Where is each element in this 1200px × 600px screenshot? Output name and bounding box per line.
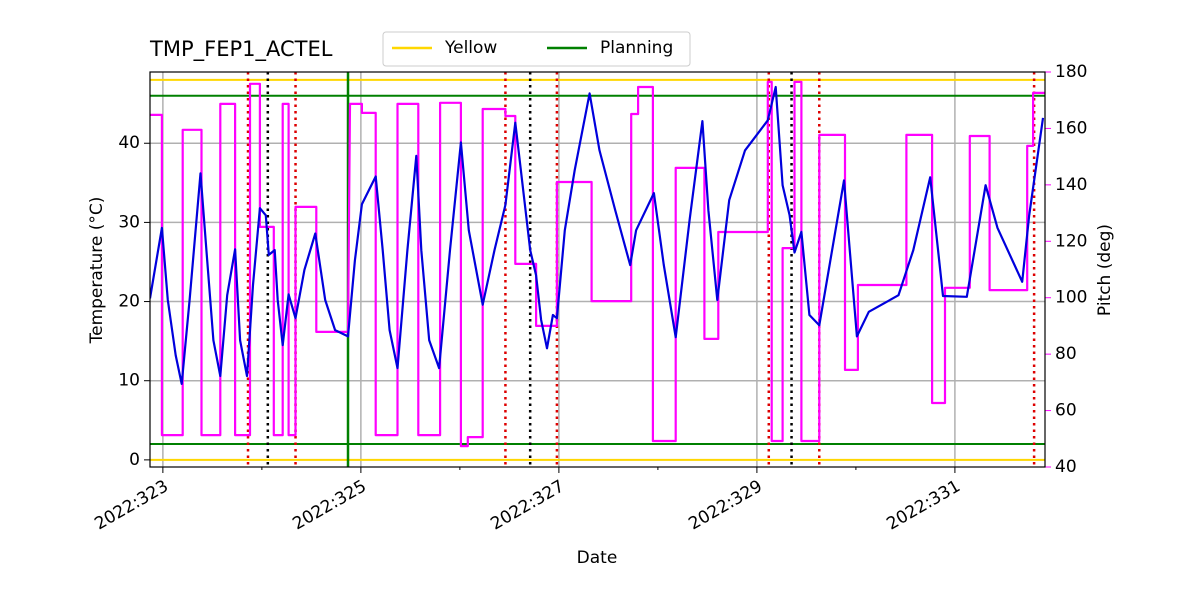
- y2-tick-label: 100: [1055, 288, 1087, 308]
- y-tick-label: 30: [118, 212, 140, 232]
- chart-title: TMP_FEP1_ACTEL: [149, 37, 333, 62]
- y2-tick-label: 160: [1055, 118, 1087, 138]
- y-tick-label: 10: [118, 371, 140, 391]
- x-tick-label: 2022:329: [685, 476, 766, 534]
- x-tick-label: 2022:323: [91, 476, 172, 534]
- y2-axis-label: Pitch (deg): [1095, 224, 1115, 316]
- x-axis-label: Date: [577, 548, 618, 568]
- y2-tick-label: 40: [1055, 457, 1077, 477]
- plot-area: [150, 72, 1045, 467]
- series-line: [150, 80, 1045, 448]
- y2-tick-label: 180: [1055, 62, 1087, 82]
- legend-label: Planning: [600, 38, 673, 58]
- x-tick-label: 2022:327: [487, 476, 568, 534]
- y-tick-label: 0: [129, 450, 140, 470]
- y2-tick-label: 120: [1055, 231, 1087, 251]
- x-tick-label: 2022:331: [883, 476, 964, 534]
- series-line: [150, 85, 1045, 385]
- y2-tick-label: 140: [1055, 175, 1087, 195]
- legend-label: Yellow: [444, 38, 497, 58]
- y-tick-label: 40: [118, 133, 140, 153]
- y2-tick-label: 60: [1055, 401, 1077, 421]
- y2-tick-label: 80: [1055, 344, 1077, 364]
- y-axis-label: Temperature (°C): [87, 197, 107, 345]
- legend-box: [382, 31, 691, 67]
- plot-frame: [149, 71, 1046, 468]
- y-tick-label: 20: [118, 292, 140, 312]
- x-tick-label: 2022:325: [289, 476, 370, 534]
